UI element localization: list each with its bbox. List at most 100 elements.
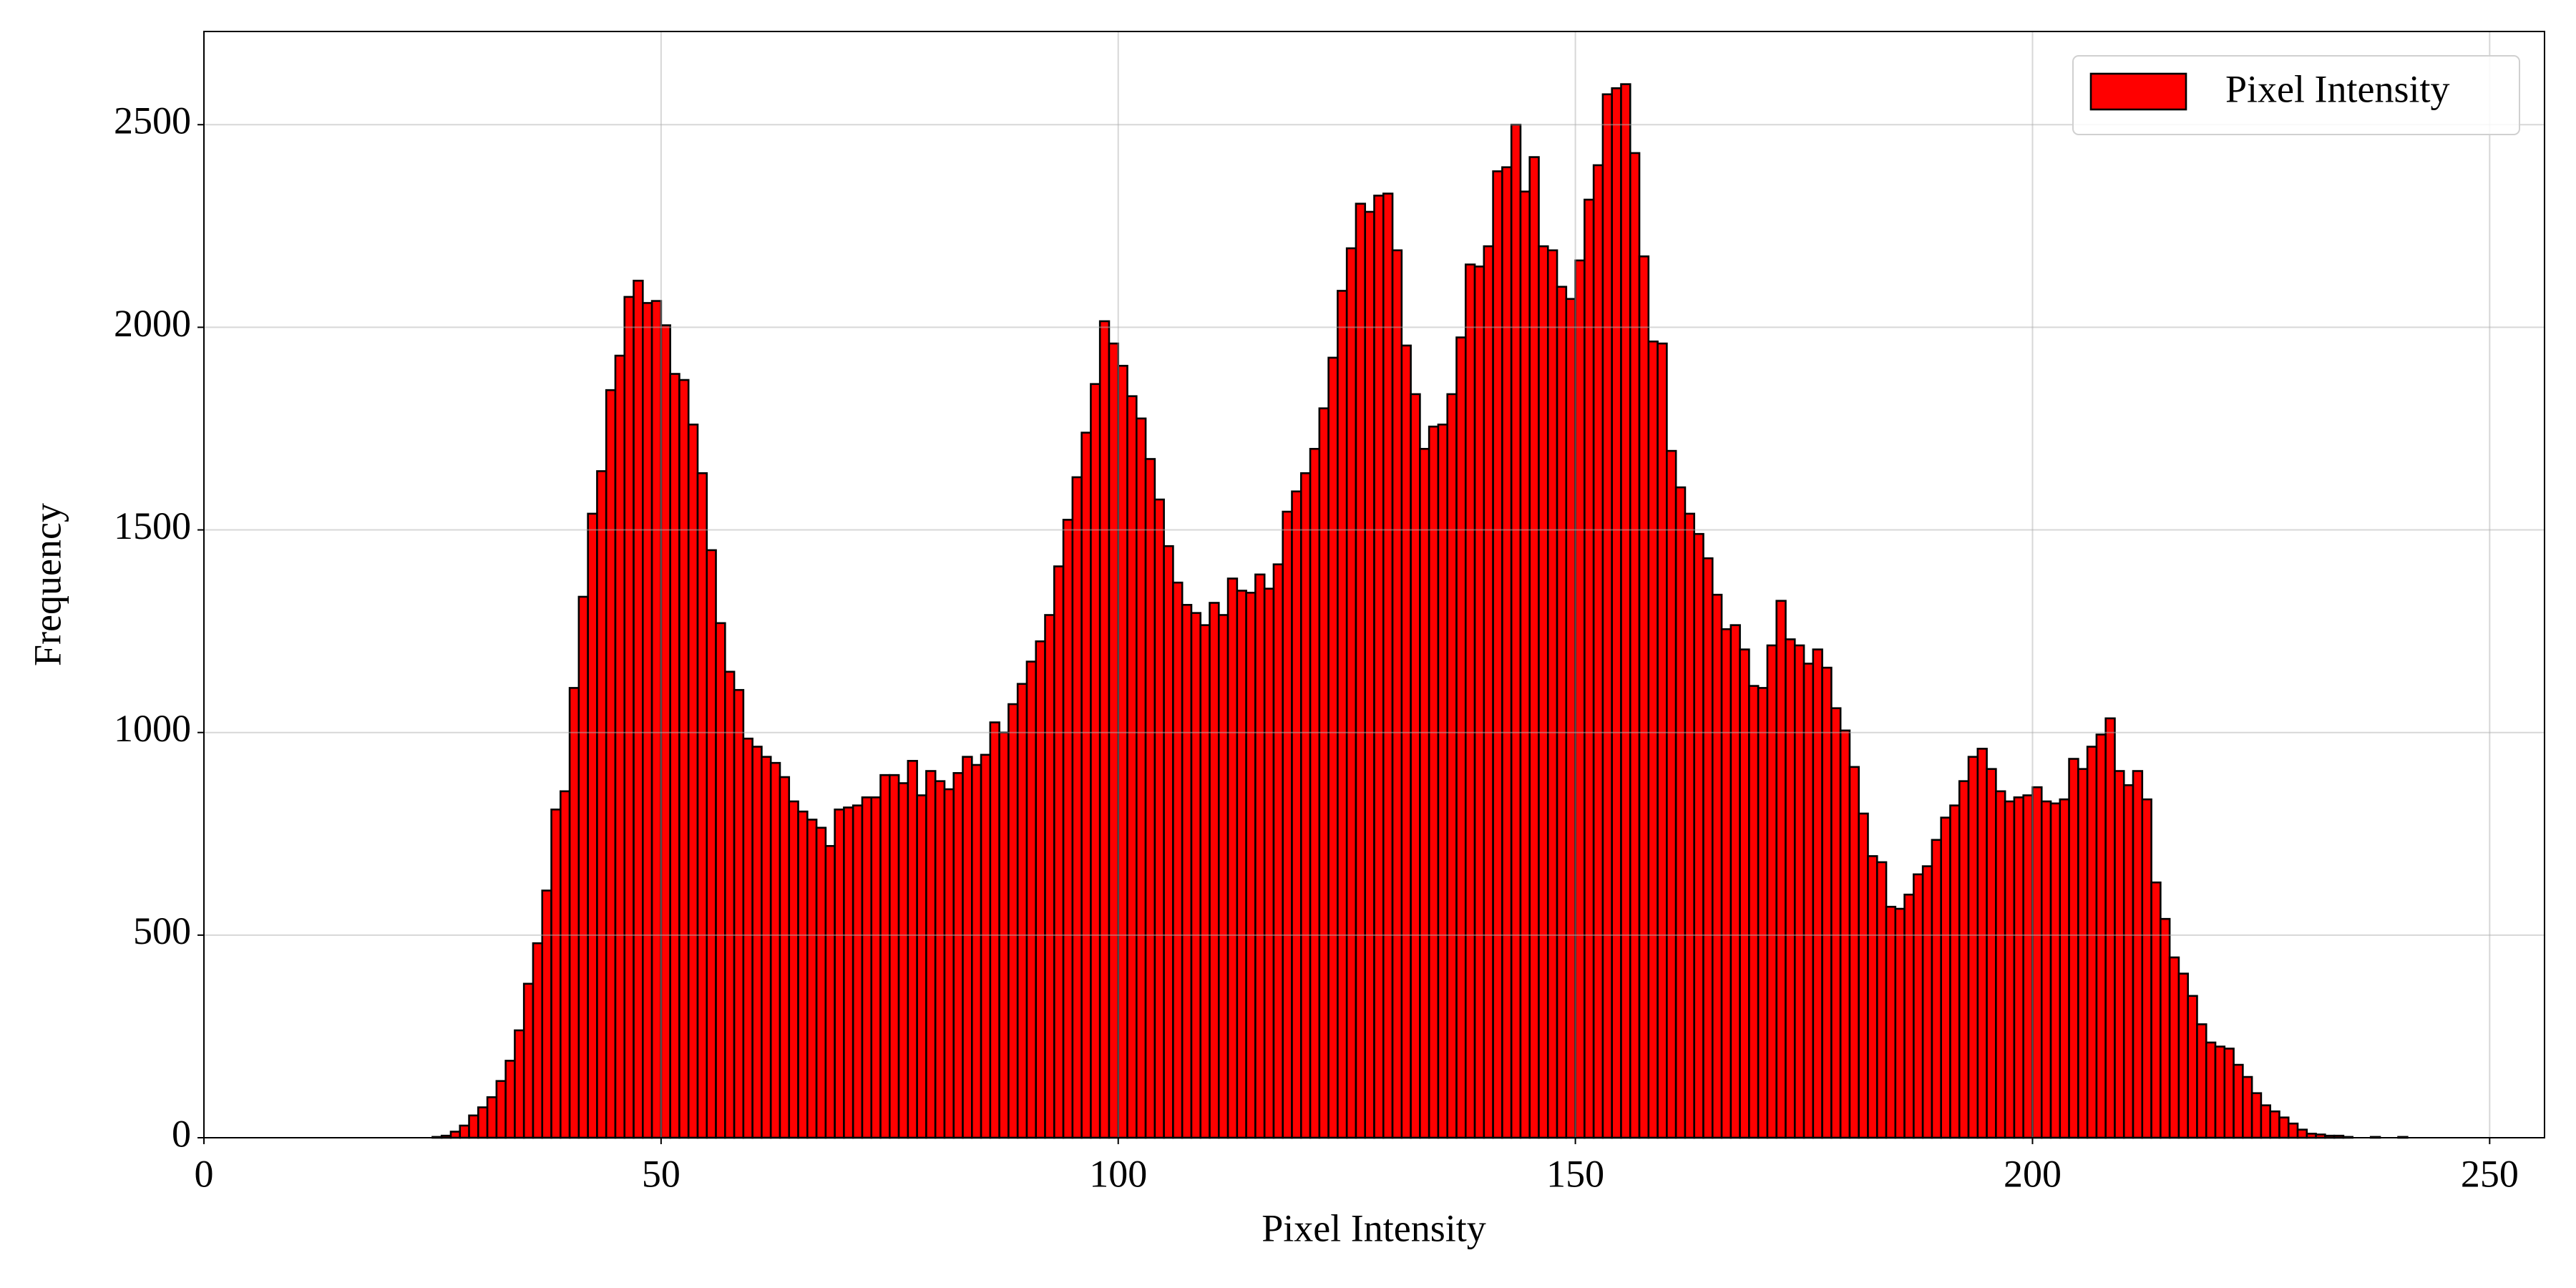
bar bbox=[1217, 614, 1229, 1139]
bar bbox=[1080, 431, 1092, 1139]
bar bbox=[1821, 666, 1833, 1139]
bar bbox=[1098, 320, 1111, 1139]
bar bbox=[852, 804, 864, 1139]
bar bbox=[2013, 796, 2024, 1139]
bar bbox=[1172, 581, 1184, 1139]
bar bbox=[1748, 685, 1760, 1139]
bar bbox=[962, 756, 973, 1139]
bar bbox=[1793, 644, 1805, 1139]
bar bbox=[1565, 298, 1576, 1139]
bar bbox=[1802, 663, 1815, 1139]
bar bbox=[980, 753, 992, 1139]
bar bbox=[696, 472, 708, 1139]
bar bbox=[779, 776, 791, 1139]
bar bbox=[1867, 855, 1878, 1139]
bar bbox=[1885, 905, 1897, 1139]
bar bbox=[642, 302, 653, 1139]
bar bbox=[522, 982, 535, 1139]
bar bbox=[1492, 170, 1503, 1139]
x-tick-label: 0 bbox=[195, 1152, 214, 1195]
bar bbox=[1263, 587, 1275, 1139]
bar bbox=[1437, 424, 1449, 1139]
bar bbox=[2068, 758, 2079, 1139]
bar bbox=[2223, 1048, 2235, 1139]
bar bbox=[769, 761, 781, 1139]
bar bbox=[1757, 687, 1769, 1139]
bar bbox=[724, 670, 736, 1139]
bar bbox=[477, 1106, 489, 1139]
bar bbox=[1611, 87, 1622, 1139]
bar bbox=[1090, 383, 1101, 1139]
bar bbox=[532, 942, 544, 1139]
bar bbox=[2196, 1023, 2207, 1139]
bar bbox=[1483, 245, 1494, 1139]
bar bbox=[1345, 247, 1357, 1139]
bar bbox=[2242, 1075, 2253, 1139]
bar bbox=[587, 512, 598, 1139]
bar bbox=[2296, 1128, 2308, 1139]
bar bbox=[1428, 425, 1440, 1139]
bar bbox=[541, 889, 552, 1139]
bar bbox=[1702, 557, 1714, 1139]
bar bbox=[1931, 839, 1942, 1139]
bar bbox=[1190, 612, 1202, 1139]
bar bbox=[1245, 592, 1257, 1139]
bar bbox=[1949, 804, 1961, 1139]
bar bbox=[1355, 203, 1367, 1139]
bar bbox=[897, 782, 909, 1139]
bar bbox=[1373, 195, 1385, 1139]
bar bbox=[2049, 802, 2062, 1139]
bar bbox=[2269, 1110, 2280, 1139]
bar bbox=[1144, 458, 1156, 1139]
x-tick-label: 250 bbox=[2461, 1152, 2519, 1195]
bar bbox=[1455, 336, 1467, 1139]
bar bbox=[1254, 573, 1266, 1139]
y-tick-label: 2000 bbox=[114, 302, 191, 345]
bar bbox=[1812, 648, 1823, 1139]
bar bbox=[1327, 356, 1339, 1139]
y-axis-label: Frequency bbox=[26, 503, 69, 666]
bar bbox=[879, 774, 891, 1139]
bar bbox=[449, 1131, 462, 1139]
bar bbox=[1153, 498, 1165, 1139]
bar bbox=[925, 770, 937, 1139]
bar bbox=[1053, 565, 1065, 1139]
bar bbox=[1986, 768, 1997, 1139]
bar bbox=[815, 826, 827, 1139]
bar bbox=[2004, 800, 2016, 1139]
bar bbox=[2086, 746, 2098, 1139]
bar bbox=[1913, 873, 1924, 1139]
bar bbox=[1126, 395, 1138, 1139]
x-tick-label: 150 bbox=[1546, 1152, 1604, 1195]
bar bbox=[1382, 192, 1394, 1139]
bar bbox=[2187, 995, 2198, 1139]
plot-frame bbox=[203, 31, 2545, 1138]
bar bbox=[1473, 265, 1485, 1139]
bar bbox=[1016, 683, 1028, 1139]
bar bbox=[916, 794, 927, 1139]
bar bbox=[1638, 255, 1650, 1139]
y-tick-label: 2500 bbox=[114, 99, 191, 142]
bar bbox=[1008, 703, 1019, 1139]
bar bbox=[1062, 519, 1074, 1139]
bar bbox=[623, 296, 635, 1139]
bar bbox=[952, 772, 964, 1139]
bar bbox=[1163, 545, 1174, 1139]
bar bbox=[2141, 798, 2152, 1139]
bar bbox=[1226, 577, 1239, 1139]
x-axis-label: Pixel Intensity bbox=[1262, 1206, 1485, 1249]
bar bbox=[2177, 972, 2189, 1139]
bar bbox=[1464, 263, 1476, 1139]
bar bbox=[1584, 198, 1595, 1139]
bar bbox=[1958, 780, 1970, 1139]
bar bbox=[843, 806, 854, 1139]
bar bbox=[1501, 166, 1513, 1139]
bar bbox=[1318, 407, 1330, 1139]
bar bbox=[943, 788, 955, 1139]
bar bbox=[1199, 624, 1211, 1139]
bar bbox=[1657, 342, 1668, 1139]
bar bbox=[1337, 290, 1348, 1139]
bar bbox=[1282, 510, 1293, 1139]
